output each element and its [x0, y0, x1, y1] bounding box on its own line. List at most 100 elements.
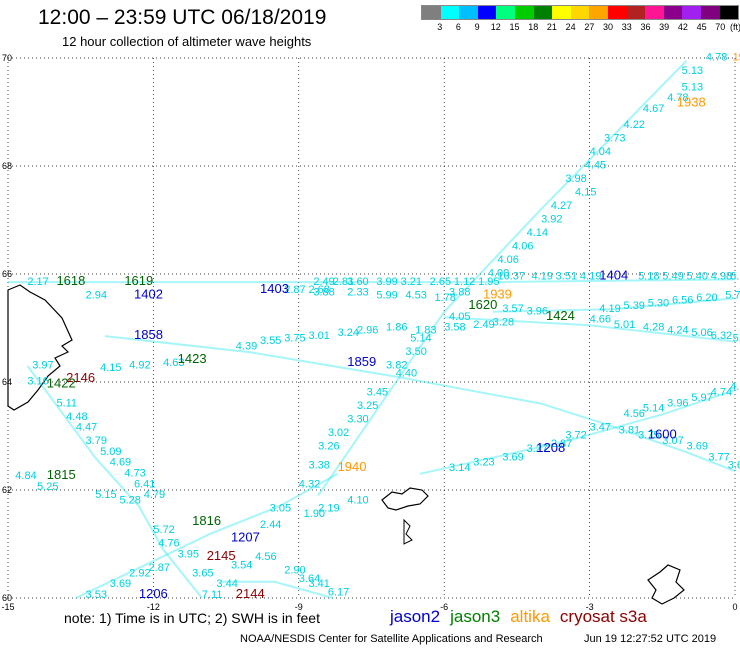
wave-height-value: 6.17	[328, 586, 349, 598]
wave-height-value: 5.14	[410, 333, 431, 345]
wave-height-value: 3.44	[216, 578, 237, 590]
wave-height-value: 5.97	[691, 392, 712, 404]
wave-height-value: 2.65	[430, 276, 451, 288]
y-tick-label: 64	[2, 377, 12, 387]
wave-height-labels: 4.78195.135.134.784.674.223.734.044.453.…	[15, 52, 740, 601]
x-tick-label: -6	[440, 602, 448, 612]
wave-height-value: 6.11	[730, 270, 740, 282]
wave-height-value: 3.69	[687, 441, 708, 453]
wave-height-value: 3.69	[502, 451, 523, 463]
wave-height-value: 3.23	[473, 457, 494, 469]
wave-height-value: 2.92	[129, 567, 150, 579]
wave-height-value: 7.11	[202, 589, 223, 601]
wave-height-value: 4.32	[299, 478, 320, 490]
wave-height-value: 2.44	[260, 519, 281, 531]
wave-height-value: 6.32	[711, 330, 732, 342]
color-scale-bar	[421, 5, 739, 20]
color-scale-tick: 24	[565, 22, 576, 32]
track-time-label: 1858	[134, 327, 163, 342]
satellite-track	[8, 278, 736, 284]
wave-height-value: 4.56	[255, 551, 276, 563]
wave-height-value: 3.55	[260, 335, 281, 347]
wave-height-value: 4.39	[730, 381, 740, 393]
wave-height-value: 2.96	[357, 324, 378, 336]
wave-height-value: 3.58	[444, 322, 465, 334]
wave-height-value: 3.75	[284, 333, 305, 345]
wave-height-value: 3.82	[386, 360, 407, 372]
wave-height-value: 4.78	[667, 92, 688, 104]
wave-height-value: 3.21	[401, 276, 422, 288]
wave-height-value: 1.83	[415, 324, 436, 336]
x-tick-label: -3	[586, 602, 594, 612]
wave-height-value: 4.92	[129, 360, 150, 372]
y-tick-label: 62	[2, 485, 12, 495]
axis-ticks: -15 -12 -9 -6 -3 0 70 68 66 64 62 60	[1, 53, 737, 612]
wave-height-value: 10.37	[498, 270, 526, 282]
wave-height-value: 4.28	[643, 322, 664, 334]
wave-height-value: 2.87	[149, 562, 170, 574]
y-tick-label: 66	[2, 269, 12, 279]
wave-height-value: 4.22	[624, 119, 645, 131]
y-tick-label: 68	[2, 161, 12, 171]
wave-height-value: 3.02	[328, 427, 349, 439]
wave-height-value: 4.10	[347, 495, 368, 507]
wave-height-value: 3.95	[178, 549, 199, 561]
color-swatch	[570, 6, 590, 19]
wave-height-value: 3.07	[662, 435, 683, 447]
y-tick-label: 60	[2, 593, 12, 603]
color-scale-tick: 18	[528, 22, 539, 32]
track-time-label: 1938	[677, 95, 706, 110]
wave-height-value: 4.67	[643, 103, 664, 115]
scotland-coast	[403, 518, 413, 545]
wave-height-value: 4.78	[706, 52, 727, 64]
color-swatch	[496, 6, 515, 19]
color-scale-tick: 36	[640, 22, 651, 32]
track-time-label: 2145	[207, 548, 236, 563]
wave-height-value: 5.49	[662, 270, 683, 282]
wave-height-value: 4.06	[498, 254, 519, 266]
wave-height-value: 3.26	[318, 441, 339, 453]
track-time-label: 1600	[648, 427, 677, 442]
wave-height-value: 3.51	[556, 270, 577, 282]
wave-height-value: 2.81	[333, 276, 354, 288]
color-swatch	[700, 6, 720, 19]
track-time-label: 1404	[599, 267, 628, 282]
color-swatch	[459, 6, 478, 19]
wave-height-value: 4.00	[488, 268, 509, 280]
x-tick-label: 0	[732, 602, 737, 612]
color-swatch	[552, 6, 571, 19]
wave-height-value: 4.98	[711, 270, 732, 282]
wave-height-value: 3.64	[299, 573, 320, 585]
wave-height-value: 5.15	[95, 489, 116, 501]
color-scale-tick: 39	[659, 22, 670, 32]
wave-height-value: 3.50	[405, 346, 426, 358]
wave-height-value: 4.04	[590, 146, 611, 158]
wave-height-value: 4.63	[163, 357, 184, 369]
track-time-label: 1939	[483, 286, 512, 301]
track-time-label: 1423	[178, 351, 207, 366]
wave-height-value: 3.24	[338, 327, 359, 339]
wave-height-value: 4.47	[76, 422, 97, 434]
wave-height-value: 3.65	[192, 567, 213, 579]
wave-height-value: 3.41	[308, 578, 329, 590]
wave-height-value: 4.48	[66, 411, 87, 423]
wave-height-value: 3.47	[590, 422, 611, 434]
color-scale-tick: 27	[584, 22, 595, 32]
wave-height-value: 5.14	[643, 403, 664, 415]
wave-height-value: 2.90	[284, 565, 305, 577]
wave-height-value: 3.38	[308, 459, 329, 471]
wave-height-value: 2.49	[473, 319, 494, 331]
wave-height-value: 3.88	[449, 287, 470, 299]
wave-height-value: 3.14	[449, 462, 470, 474]
wave-height-value: 4.19	[580, 270, 601, 282]
wave-height-value: 4.79	[144, 489, 165, 501]
color-scale-tick: 42	[677, 22, 688, 32]
track-time-label: 1618	[56, 273, 85, 288]
track-time-label: 1815	[47, 467, 76, 482]
credit-line: NOAA/NESDIS Center for Satellite Applica…	[240, 633, 543, 645]
wave-height-value: 4.15	[100, 362, 121, 374]
wave-height-value: 5.99	[376, 289, 397, 301]
shetland-islands	[647, 564, 685, 605]
